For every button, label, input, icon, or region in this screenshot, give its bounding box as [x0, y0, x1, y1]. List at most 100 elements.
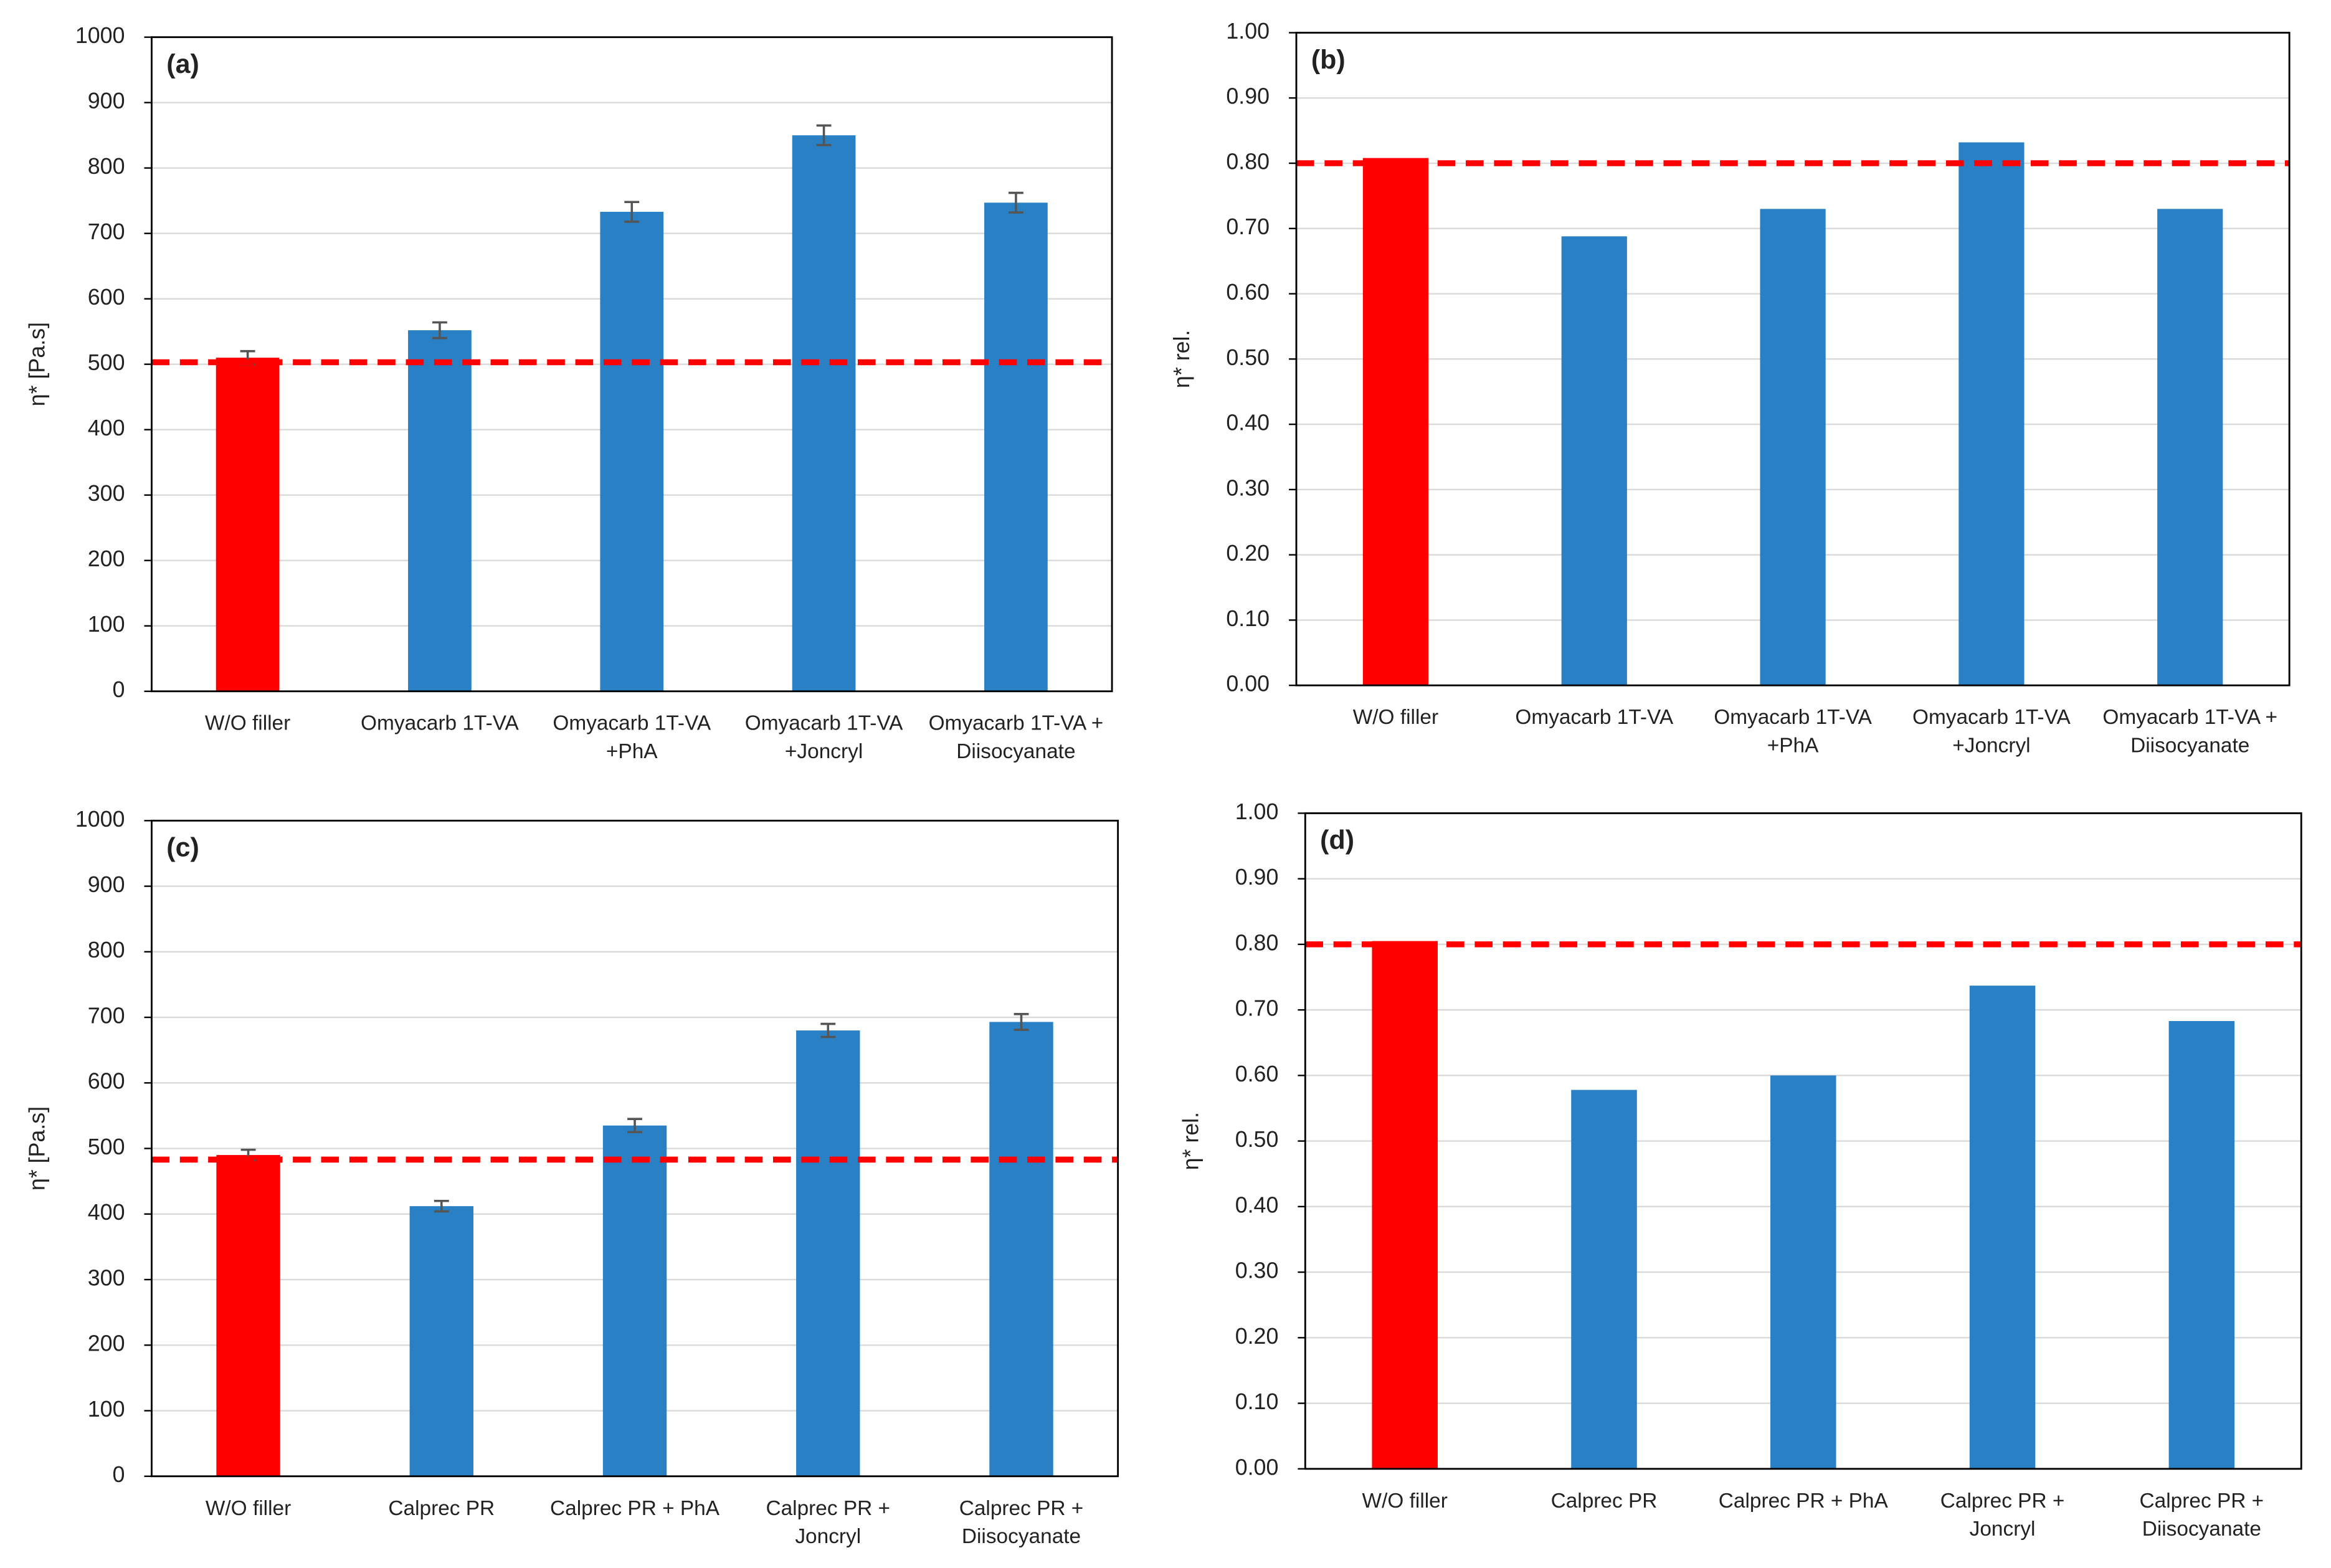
- y-tick-label: 0.70: [1235, 996, 1279, 1021]
- y-tick-label: 0.40: [1226, 411, 1270, 435]
- y-tick-label: 0: [113, 1462, 125, 1487]
- y-tick-label: 0.70: [1226, 214, 1270, 239]
- y-tick-label: 200: [88, 546, 125, 571]
- y-tick-label: 500: [88, 1134, 125, 1159]
- bar: [1561, 236, 1627, 686]
- y-tick-label: 0.00: [1226, 672, 1270, 696]
- bar: [409, 1206, 473, 1476]
- error-bar: [627, 1118, 642, 1134]
- bar: [1571, 1090, 1637, 1469]
- y-tick-label: 600: [88, 1069, 125, 1094]
- x-tick-label: +Joncryl: [1952, 734, 2030, 758]
- y-tick-label: 0.20: [1226, 541, 1270, 566]
- bar: [1958, 142, 2025, 686]
- error-bar: [816, 124, 832, 146]
- plot-frame: [151, 819, 1119, 1478]
- y-tick-label: 1.00: [1226, 19, 1270, 44]
- y-tick-label: 1.00: [1235, 799, 1279, 824]
- bar: [1969, 986, 2036, 1469]
- y-axis-label: η* rel.: [1169, 330, 1194, 388]
- bar: [600, 212, 664, 691]
- y-tick-label: 0.30: [1226, 475, 1270, 500]
- y-tick-label: 0.10: [1226, 606, 1270, 631]
- bar: [792, 135, 856, 691]
- x-tick-label: Omyacarb 1T-VA: [1912, 706, 2071, 729]
- error-bar: [1008, 191, 1023, 214]
- y-tick-label: 100: [88, 612, 125, 637]
- x-tick-label: Omyacarb 1T-VA: [1515, 706, 1673, 729]
- x-tick-label: Diisocyanate: [2130, 734, 2249, 758]
- x-tick-label: Omyacarb 1T-VA: [361, 712, 519, 735]
- x-tick-label: W/O filler: [206, 1497, 291, 1520]
- x-tick-label: Diisocyanate: [962, 1525, 1081, 1548]
- panel-label: (c): [166, 833, 199, 863]
- panel-label: (b): [1311, 45, 1346, 75]
- x-tick-label: Omyacarb 1T-VA +: [2102, 706, 2277, 729]
- x-tick-label: Joncryl: [1970, 1518, 2036, 1541]
- y-tick-label: 1000: [75, 807, 125, 832]
- y-tick-label: 700: [88, 1004, 125, 1029]
- bar: [1362, 158, 1429, 686]
- y-tick-label: 500: [88, 350, 125, 375]
- y-tick-label: 0.60: [1226, 280, 1270, 305]
- x-tick-label: +PhA: [606, 740, 658, 763]
- y-tick-label: 1000: [75, 23, 125, 48]
- error-bar: [624, 201, 640, 223]
- x-tick-label: W/O filler: [1353, 706, 1438, 729]
- y-tick-label: 0.00: [1235, 1455, 1279, 1480]
- y-tick-label: 400: [88, 416, 125, 440]
- y-tick-label: 0.50: [1226, 345, 1270, 370]
- x-tick-label: Calprec PR +: [959, 1497, 1084, 1520]
- error-bar: [432, 321, 447, 340]
- y-tick-label: 600: [88, 285, 125, 310]
- bar: [989, 1022, 1053, 1476]
- x-tick-label: +Joncryl: [785, 740, 863, 763]
- y-tick-label: 700: [88, 219, 125, 244]
- x-tick-label: Calprec PR +: [1940, 1490, 2065, 1513]
- bar: [2168, 1021, 2235, 1469]
- bar: [216, 358, 280, 691]
- y-tick-label: 0.60: [1235, 1062, 1279, 1086]
- bar: [1760, 209, 1826, 686]
- x-tick-label: W/O filler: [1362, 1490, 1448, 1513]
- plot-frame: [151, 36, 1113, 693]
- y-axis-label: η* [Pa.s]: [25, 322, 50, 406]
- y-tick-label: 800: [88, 938, 125, 962]
- y-tick-label: 0.50: [1235, 1127, 1279, 1152]
- y-tick-label: 300: [88, 1265, 125, 1290]
- error-bar: [434, 1199, 449, 1213]
- bar: [796, 1030, 860, 1476]
- x-tick-label: Omyacarb 1T-VA: [1714, 706, 1872, 729]
- x-tick-label: Calprec PR: [388, 1497, 495, 1520]
- x-tick-label: Omyacarb 1T-VA +: [929, 712, 1104, 735]
- x-tick-label: Calprec PR +: [766, 1497, 890, 1520]
- error-bar: [820, 1022, 836, 1038]
- x-tick-label: Calprec PR + PhA: [1719, 1490, 1889, 1513]
- bar: [1372, 941, 1438, 1469]
- y-tick-label: 0.30: [1235, 1258, 1279, 1283]
- bar: [408, 330, 472, 691]
- bar: [602, 1125, 667, 1476]
- x-tick-label: +PhA: [1767, 734, 1819, 758]
- bar: [216, 1155, 280, 1476]
- x-tick-label: Joncryl: [795, 1525, 861, 1548]
- y-tick-label: 100: [88, 1397, 125, 1422]
- y-tick-label: 400: [88, 1200, 125, 1225]
- x-tick-label: Diisocyanate: [956, 740, 1075, 763]
- y-axis-label: η* rel.: [1179, 1112, 1203, 1170]
- x-tick-label: Omyacarb 1T-VA: [745, 712, 903, 735]
- y-tick-label: 0.90: [1235, 865, 1279, 890]
- x-tick-label: Omyacarb 1T-VA: [553, 712, 711, 735]
- chart-panel: 0.00 0.10 0.20 0.30 0.40 0.50 0.60 0.70 0.80 0.90…: [1169, 19, 2291, 758]
- panel-label: (a): [166, 49, 199, 79]
- y-tick-label: 200: [88, 1331, 125, 1356]
- y-tick-label: 0.80: [1226, 149, 1270, 174]
- y-tick-label: 0.90: [1226, 84, 1270, 109]
- y-tick-label: 0.20: [1235, 1324, 1279, 1349]
- y-tick-label: 900: [88, 872, 125, 897]
- y-tick-label: 0: [113, 677, 125, 702]
- x-tick-label: Calprec PR + PhA: [550, 1497, 720, 1520]
- chart-panel: 0 100 200 300 400 500 600 700 800 900 1000 η* [Pa.s…: [25, 807, 1119, 1548]
- x-tick-label: Diisocyanate: [2142, 1518, 2261, 1541]
